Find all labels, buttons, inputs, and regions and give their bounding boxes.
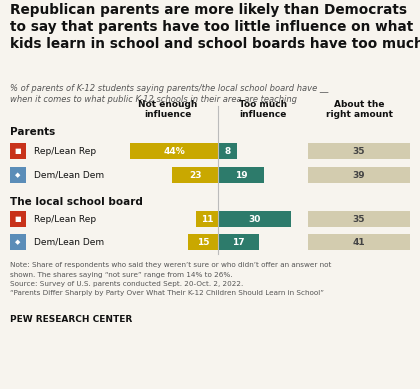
Bar [218, 167, 264, 183]
Text: % of parents of K-12 students saying parents/the local school board have __
when: % of parents of K-12 students saying par… [10, 84, 328, 104]
Text: 35: 35 [353, 147, 365, 156]
Bar [218, 143, 237, 159]
Text: Too much
influence: Too much influence [239, 100, 287, 119]
Bar [218, 211, 291, 227]
Bar [10, 167, 26, 183]
Text: Republican parents are more likely than Democrats
to say that parents have too l: Republican parents are more likely than … [10, 3, 420, 51]
Text: 30: 30 [248, 214, 260, 224]
Text: 44%: 44% [163, 147, 185, 156]
Text: Source: Survey of U.S. parents conducted Sept. 20-Oct. 2, 2022.: Source: Survey of U.S. parents conducted… [10, 281, 243, 287]
Bar [10, 143, 26, 159]
Text: Rep/Lean Rep: Rep/Lean Rep [34, 214, 96, 224]
Bar [308, 234, 410, 250]
Bar [188, 234, 218, 250]
Bar [196, 211, 218, 227]
Bar [308, 211, 410, 227]
Bar [130, 143, 218, 159]
Text: Dem/Lean Dem: Dem/Lean Dem [34, 170, 104, 179]
Bar [308, 143, 410, 159]
Text: 11: 11 [201, 214, 213, 224]
Text: Dem/Lean Dem: Dem/Lean Dem [34, 238, 104, 247]
Text: 8: 8 [225, 147, 231, 156]
Text: Rep/Lean Rep: Rep/Lean Rep [34, 147, 96, 156]
Text: Note: Share of respondents who said they weren’t sure or who didn’t offer an ans: Note: Share of respondents who said they… [10, 262, 331, 268]
Text: About the
right amount: About the right amount [326, 100, 393, 119]
Text: 17: 17 [232, 238, 245, 247]
Text: ◆: ◆ [15, 239, 21, 245]
Text: ■: ■ [15, 148, 21, 154]
Text: ◆: ◆ [15, 172, 21, 178]
Text: 41: 41 [353, 238, 365, 247]
Text: The local school board: The local school board [10, 197, 143, 207]
Text: 39: 39 [353, 170, 365, 179]
Bar [308, 167, 410, 183]
Text: PEW RESEARCH CENTER: PEW RESEARCH CENTER [10, 315, 132, 324]
Text: shown. The shares saying “not sure” range from 14% to 26%.: shown. The shares saying “not sure” rang… [10, 272, 233, 277]
Text: “Parents Differ Sharply by Party Over What Their K-12 Children Should Learn in S: “Parents Differ Sharply by Party Over Wh… [10, 291, 324, 296]
Text: ■: ■ [15, 216, 21, 222]
Text: Parents: Parents [10, 127, 55, 137]
Bar [172, 167, 218, 183]
Text: 35: 35 [353, 214, 365, 224]
Bar [10, 234, 26, 250]
Bar [218, 234, 259, 250]
Text: Not enough
influence: Not enough influence [138, 100, 198, 119]
Bar [10, 211, 26, 227]
Text: 15: 15 [197, 238, 209, 247]
Text: 23: 23 [189, 170, 201, 179]
Text: 19: 19 [235, 170, 247, 179]
